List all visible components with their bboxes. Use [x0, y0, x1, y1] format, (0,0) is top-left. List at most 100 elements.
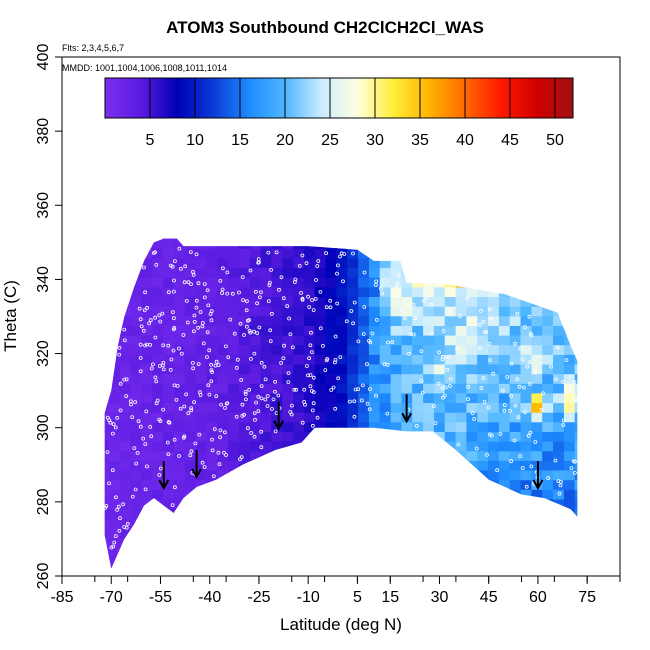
heatmap-cell [509, 286, 522, 297]
heatmap-cell [195, 325, 207, 336]
heatmap-cell [553, 238, 565, 249]
heatmap-cell [498, 238, 511, 249]
heatmap-cell [433, 470, 446, 481]
heatmap-cell [163, 238, 175, 240]
sample-point [429, 302, 434, 307]
sample-point [569, 466, 574, 471]
heatmap-cell [336, 527, 348, 538]
sample-point [223, 344, 228, 349]
heatmap-cell [531, 498, 543, 510]
heatmap-cell [509, 315, 522, 326]
heatmap-cell [466, 238, 478, 240]
heatmap-cell [466, 421, 478, 432]
sample-point [328, 298, 333, 303]
heatmap-cell [217, 296, 229, 307]
sample-point [518, 346, 523, 351]
heatmap-cell [314, 354, 327, 365]
heatmap-cell [238, 306, 251, 317]
heatmap-cell [249, 257, 262, 269]
heatmap-cell [520, 479, 532, 490]
heatmap-cell [108, 518, 121, 529]
heatmap-cell [314, 518, 327, 529]
heatmap-cell [498, 286, 511, 297]
heatmap-field [104, 238, 578, 569]
heatmap-cell [119, 431, 132, 442]
heatmap-cell [163, 518, 175, 529]
heatmap-cell [563, 489, 576, 500]
heatmap-cell [325, 306, 337, 317]
sample-point [256, 409, 261, 414]
heatmap-cell [412, 373, 424, 384]
heatmap-cell [433, 412, 446, 423]
heatmap-cell [303, 527, 316, 538]
sample-point [157, 473, 162, 477]
heatmap-cell [531, 556, 543, 567]
sample-point [448, 308, 453, 313]
sample-point [222, 430, 227, 435]
heatmap-cell [163, 277, 175, 288]
heatmap-cell [553, 277, 565, 288]
heatmap-cell [152, 450, 164, 461]
heatmap-cell [336, 392, 348, 404]
sample-point [220, 291, 225, 296]
sample-point [189, 406, 194, 411]
sample-point [194, 252, 199, 257]
heatmap-cell [249, 286, 262, 297]
heatmap-cell [466, 354, 478, 365]
heatmap-cell [108, 556, 121, 567]
sample-point [529, 464, 534, 469]
sample-point [281, 296, 286, 301]
sample-point [144, 409, 149, 414]
heatmap-cell [195, 335, 207, 346]
sample-point [177, 246, 182, 251]
colorbar-tick-label: 35 [411, 132, 429, 149]
heatmap-cell [574, 441, 578, 452]
sample-point [509, 361, 514, 366]
heatmap-cell [184, 392, 197, 404]
heatmap-cell [119, 508, 132, 519]
sample-point [201, 341, 206, 346]
heatmap-cell [379, 441, 392, 452]
heatmap-cell [104, 306, 110, 317]
heatmap-cell [358, 479, 370, 490]
heatmap-cell [173, 296, 186, 307]
heatmap-cell [195, 489, 207, 500]
heatmap-cell [488, 354, 500, 365]
sample-point [242, 412, 247, 417]
heatmap-cell [531, 248, 543, 259]
heatmap-cell [104, 470, 110, 481]
heatmap-cell [228, 392, 240, 404]
heatmap-cell [412, 296, 424, 307]
heatmap-cell [141, 489, 153, 500]
heatmap-cell [455, 547, 467, 558]
heatmap-cell [368, 498, 381, 510]
sample-point [528, 382, 532, 386]
heatmap-cell [509, 248, 522, 259]
heatmap-cell [282, 537, 294, 548]
heatmap-cell [173, 286, 186, 297]
sample-point [252, 434, 257, 439]
heatmap-cell [379, 392, 392, 404]
heatmap-cell [531, 489, 543, 500]
sample-point [352, 399, 357, 404]
sample-point [311, 308, 316, 313]
heatmap-cell [347, 335, 359, 346]
heatmap-cell [206, 470, 218, 481]
heatmap-cell [574, 402, 578, 413]
heatmap-cell [347, 257, 359, 269]
heatmap-cell [108, 306, 121, 317]
heatmap-cell [412, 402, 424, 413]
heatmap-cell [444, 306, 457, 317]
sample-point [166, 290, 171, 295]
sample-point [259, 396, 264, 401]
heatmap-cell [260, 364, 272, 375]
heatmap-cell [104, 431, 110, 442]
heatmap-cell [433, 508, 446, 519]
sample-point [172, 437, 177, 442]
sample-point [148, 424, 153, 429]
heatmap-cell [271, 335, 283, 346]
heatmap-cell [119, 238, 132, 249]
heatmap-cell [477, 248, 489, 259]
heatmap-cell [152, 238, 164, 249]
colorbar-frame [104, 77, 574, 119]
